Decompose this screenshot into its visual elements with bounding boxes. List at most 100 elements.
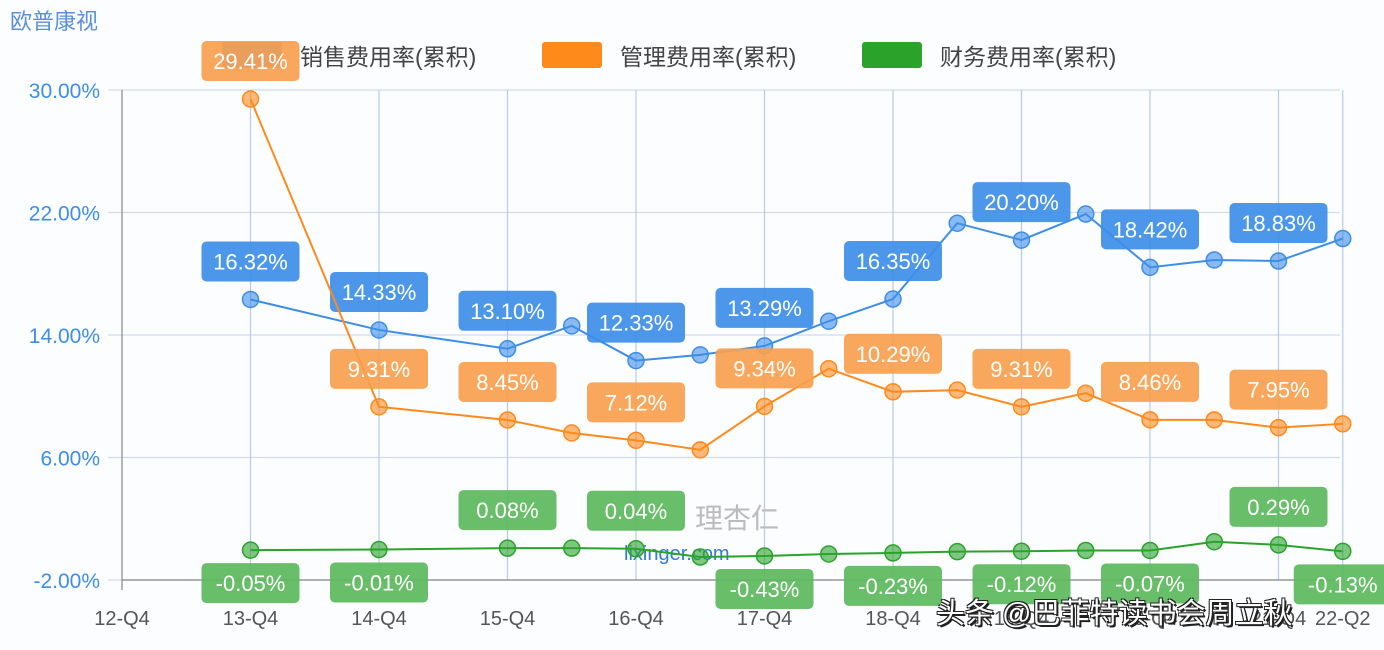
data-point[interactable] [241, 541, 260, 559]
data-label: 29.41% [201, 41, 300, 82]
x-tick-label: 14-Q4 [351, 608, 407, 630]
data-point[interactable] [1334, 415, 1352, 433]
data-label: 16.32% [201, 241, 300, 282]
svg-text:29.41%: 29.41% [213, 49, 288, 74]
data-point[interactable] [370, 398, 388, 416]
data-point[interactable] [563, 424, 581, 442]
svg-text:7.12%: 7.12% [605, 390, 667, 415]
data-point[interactable] [1334, 542, 1352, 561]
data-point[interactable] [948, 381, 966, 399]
y-tick-label: 14.00% [29, 325, 100, 348]
svg-text:12.33%: 12.33% [599, 311, 674, 336]
legend-item-finance[interactable]: 财务费用率(累积) [862, 38, 1116, 72]
series-line [250, 540, 1343, 559]
data-point[interactable] [498, 340, 517, 358]
data-point[interactable] [1205, 251, 1223, 269]
data-point[interactable] [627, 431, 645, 450]
data-point[interactable] [1077, 541, 1095, 560]
svg-text:0.08%: 0.08% [476, 498, 538, 523]
svg-text:20.20%: 20.20% [984, 190, 1059, 215]
data-point[interactable] [948, 542, 966, 561]
svg-text:9.31%: 9.31% [990, 357, 1052, 382]
svg-text:9.31%: 9.31% [348, 357, 410, 382]
data-point[interactable] [820, 312, 838, 330]
data-point[interactable] [691, 441, 709, 459]
x-tick-label: 17-Q4 [737, 608, 793, 630]
data-point[interactable] [755, 397, 774, 416]
series-line [250, 212, 1344, 362]
y-tick-label: 6.00% [40, 448, 100, 471]
data-point[interactable] [1269, 536, 1288, 554]
legend-label-admin: 管理费用率(累积) [620, 44, 797, 70]
data-point[interactable] [884, 383, 902, 401]
data-point[interactable] [884, 544, 902, 562]
x-tick-label: 21-Q4 [1251, 608, 1307, 630]
svg-text:-0.13%: -0.13% [1308, 572, 1378, 597]
data-point[interactable] [563, 317, 581, 335]
data-point[interactable] [370, 321, 388, 339]
data-label: 13.10% [458, 290, 557, 331]
data-label: 18.42% [1101, 209, 1199, 250]
data-point[interactable] [1012, 231, 1031, 249]
data-label: 20.20% [972, 182, 1071, 223]
data-label: 16.35% [844, 241, 942, 282]
watermark-text: 头条 @巴菲特读书会周立秋 [936, 598, 1293, 630]
data-label: 8.45% [458, 361, 557, 402]
data-point[interactable] [755, 547, 774, 565]
y-tick-label: -2.00% [33, 570, 100, 593]
data-point[interactable] [884, 290, 902, 308]
data-point[interactable] [691, 346, 709, 364]
data-point[interactable] [691, 548, 709, 566]
data-point[interactable] [1077, 205, 1095, 223]
svg-text:-0.43%: -0.43% [730, 577, 800, 602]
data-point[interactable] [1012, 398, 1031, 416]
data-label: 9.31% [972, 348, 1071, 389]
legend-item-admin[interactable]: 管理费用率(累积) [542, 38, 796, 72]
x-tick-label: 19-Q4 [994, 608, 1050, 630]
x-tick-label: 12-Q4 [94, 608, 150, 630]
data-point[interactable] [627, 540, 645, 558]
y-tick-label: 22.00% [29, 203, 100, 226]
data-label: 18.83% [1229, 203, 1328, 244]
data-label: 7.12% [587, 382, 685, 423]
data-point[interactable] [1334, 229, 1352, 248]
data-label: 14.33% [330, 271, 428, 312]
data-label: -0.05% [201, 563, 300, 604]
data-point[interactable] [627, 351, 645, 370]
data-point[interactable] [241, 90, 260, 108]
data-point[interactable] [1012, 542, 1031, 560]
data-label: 9.31% [330, 348, 428, 389]
x-tick-label: 13-Q4 [223, 608, 279, 630]
data-point[interactable] [1141, 258, 1159, 277]
data-point[interactable] [1141, 541, 1159, 560]
svg-text:18.42%: 18.42% [1113, 217, 1188, 242]
legend-label-finance: 财务费用率(累积) [940, 44, 1117, 70]
data-point[interactable] [370, 540, 388, 559]
watermark-logo: 理杏仁 [695, 503, 779, 534]
data-label: 0.08% [458, 490, 557, 531]
legend-label-sales: 销售费用率(累积) [300, 44, 477, 70]
data-point[interactable] [1205, 411, 1223, 429]
data-point[interactable] [1269, 252, 1288, 270]
data-point[interactable] [498, 539, 517, 557]
data-point[interactable] [820, 545, 838, 563]
data-point[interactable] [563, 539, 581, 557]
svg-text:-0.01%: -0.01% [344, 571, 414, 596]
data-point[interactable] [1269, 418, 1288, 437]
data-label: -0.12% [972, 564, 1071, 605]
data-label: 12.33% [587, 302, 685, 343]
data-point[interactable] [498, 411, 517, 429]
data-label: 8.46% [1101, 361, 1199, 402]
svg-text:-0.12%: -0.12% [987, 572, 1057, 597]
svg-text:-0.07%: -0.07% [1115, 571, 1185, 596]
x-tick-label: 15-Q4 [480, 608, 536, 630]
data-point[interactable] [1205, 532, 1223, 551]
data-point[interactable] [241, 290, 260, 309]
data-point[interactable] [1077, 384, 1095, 402]
data-point[interactable] [820, 359, 838, 378]
data-point[interactable] [948, 214, 966, 232]
svg-text:-0.05%: -0.05% [216, 571, 286, 596]
data-label: -0.07% [1101, 563, 1199, 604]
data-point[interactable] [1141, 411, 1159, 429]
